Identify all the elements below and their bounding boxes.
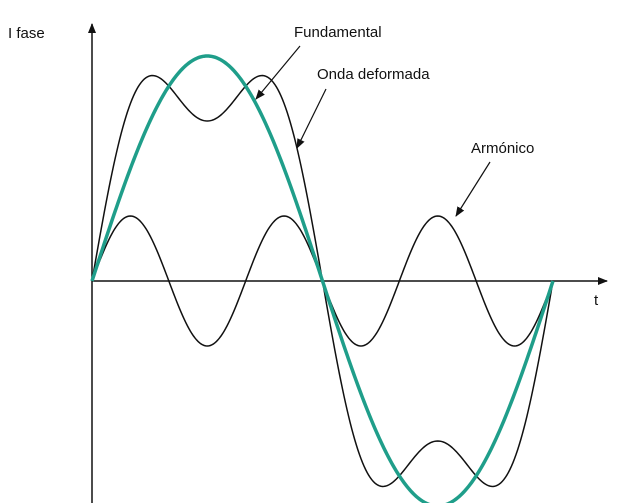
harmonic-label: Armónico bbox=[471, 140, 534, 157]
x-axis-label: t bbox=[594, 292, 599, 309]
distorted-label: Onda deformada bbox=[317, 66, 430, 83]
fundamental-label: Fundamental bbox=[294, 24, 382, 41]
harmonic-pointer bbox=[455, 161, 491, 217]
distorted-pointer bbox=[296, 88, 327, 149]
fundamental-wave bbox=[90, 54, 555, 503]
fundamental-pointer bbox=[255, 45, 301, 100]
y-axis-label: I fase bbox=[8, 25, 45, 42]
